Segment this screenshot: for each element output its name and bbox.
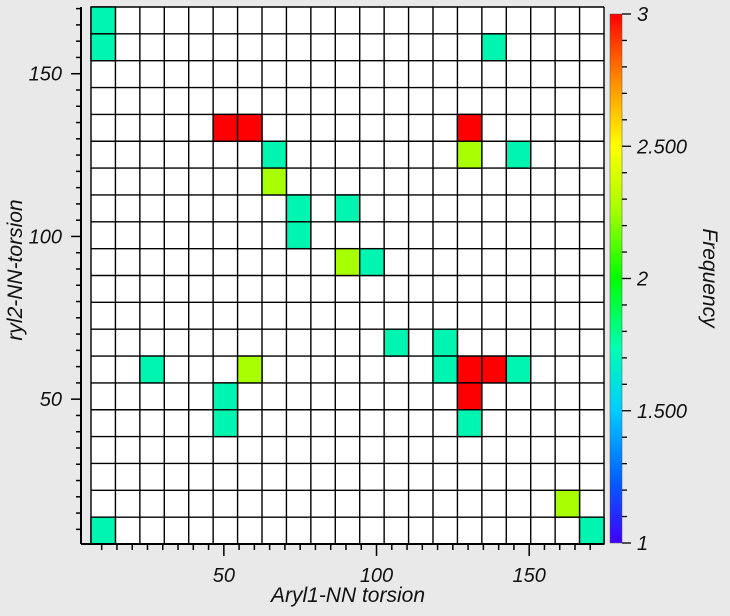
x-tick-label: 50 (213, 565, 235, 587)
heatmap-cell (505, 140, 532, 169)
y-tick-label: 100 (29, 226, 62, 248)
x-tick-label: 100 (360, 565, 393, 587)
x-axis-ticks: 50 100 150 (100, 544, 592, 587)
heatmap-cell (236, 355, 263, 384)
x-tick-label: 150 (513, 565, 546, 587)
heatmap-cell (456, 382, 483, 411)
heatmap-cell (334, 247, 361, 277)
colorbar-tick-label: 2 (636, 269, 648, 291)
heatmap-cell (456, 355, 483, 384)
heatmap-cell (90, 33, 117, 62)
heatmap-cells (90, 6, 605, 545)
heatmap-cell (578, 516, 605, 545)
heatmap-cell (212, 409, 239, 438)
heatmap-cell (383, 328, 410, 357)
colorbar-ticks: 1 1.500 2 2.500 3 (622, 4, 687, 555)
heatmap-cell (285, 221, 312, 250)
heatmap-cell (456, 113, 483, 142)
y-tick-label: 50 (40, 389, 62, 411)
heatmap-cell (212, 382, 239, 411)
y-axis-title: ryl2-NN-torsion (4, 199, 27, 340)
heatmap-cell (334, 194, 361, 223)
heatmap-cell (261, 167, 288, 196)
heatmap-cell (456, 140, 483, 169)
y-axis-ticks: 50 100 150 (29, 7, 81, 531)
x-axis-title: Aryl1-NN torsion (269, 584, 425, 607)
y-tick-label: 150 (29, 64, 62, 86)
colorbar-tick-label: 3 (637, 4, 648, 26)
heatmap-cell (481, 33, 507, 62)
heatmap-cell (432, 355, 459, 384)
heatmap-cell (481, 355, 507, 384)
colorbar-title: Frequency (698, 228, 721, 329)
heatmap-cell (139, 355, 165, 384)
heatmap-cell (554, 489, 581, 518)
heatmap-cell (505, 355, 532, 384)
heatmap-cell (456, 409, 483, 438)
heatmap-cell (212, 113, 239, 142)
colorbar-tick-label: 1.500 (637, 401, 687, 423)
heatmap-cell (261, 140, 288, 169)
colorbar-tick-label: 1 (637, 533, 648, 555)
heatmap-cell (359, 247, 385, 277)
colorbar (609, 13, 623, 544)
heatmap-cell (236, 113, 263, 142)
heatmap-cell (90, 6, 117, 35)
colorbar-tick-label: 2.500 (636, 136, 687, 158)
heatmap-cell (90, 516, 117, 545)
heatmap-cell (432, 328, 459, 357)
heatmap-cell (285, 194, 312, 223)
